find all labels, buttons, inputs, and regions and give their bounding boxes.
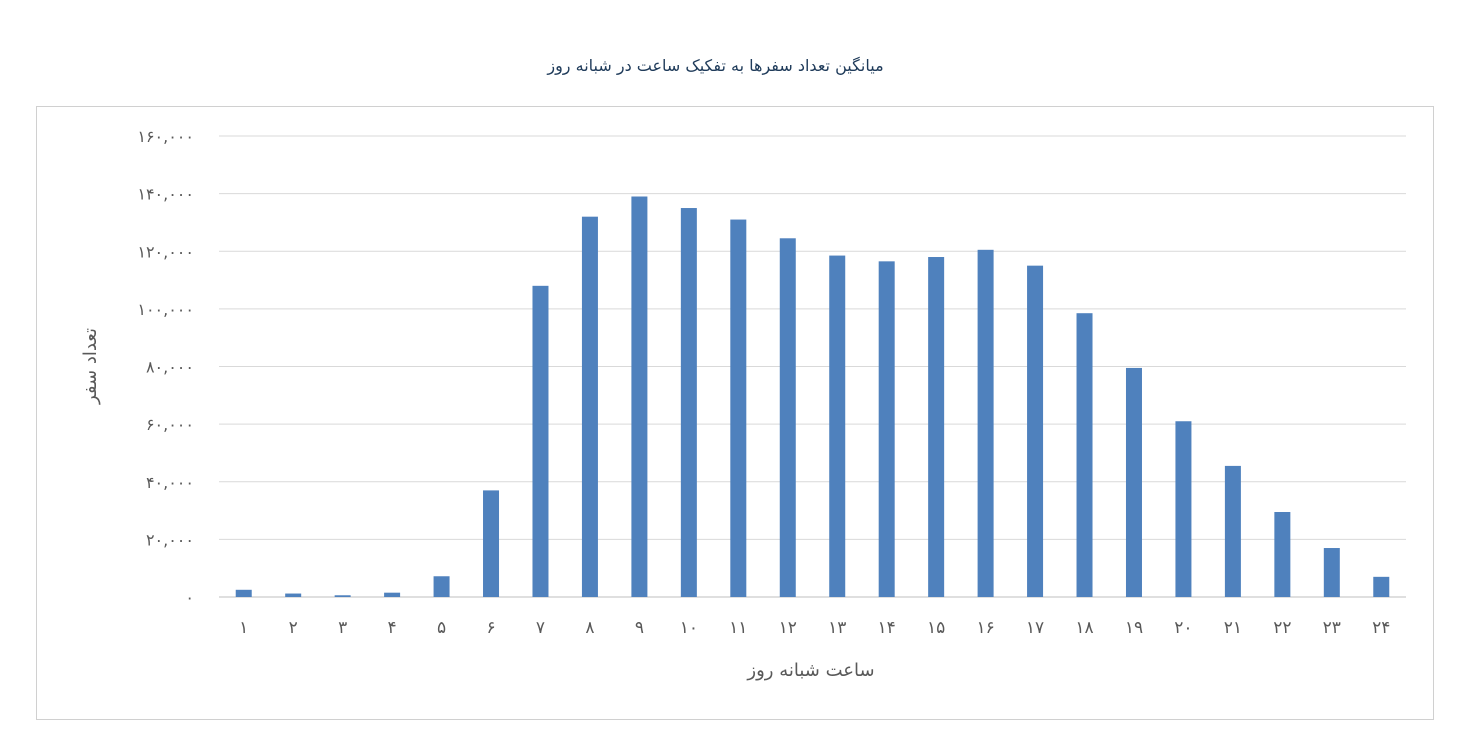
- bar: [1175, 421, 1192, 597]
- bar: [1027, 265, 1044, 597]
- x-tick-label: ۲۳: [1323, 618, 1341, 638]
- bar: [829, 255, 846, 597]
- bar: [1125, 367, 1142, 597]
- x-tick-label: ۱۹: [1125, 618, 1143, 638]
- x-tick-label: ۱۳: [828, 618, 846, 638]
- bar: [1224, 465, 1241, 597]
- y-tick-label: ۰: [185, 588, 194, 607]
- x-tick-label: ۱۱: [729, 618, 747, 638]
- x-tick-label: ۱: [239, 618, 248, 638]
- x-tick-label: ۲۱: [1224, 618, 1242, 638]
- x-tick-label: ۱۰: [680, 618, 698, 638]
- bar: [680, 208, 697, 597]
- y-tick-label: ۲۰,۰۰۰: [146, 530, 194, 549]
- y-tick-label: ۶۰,۰۰۰: [146, 415, 194, 434]
- x-tick-label: ۱۶: [976, 618, 994, 638]
- bar: [1373, 576, 1390, 597]
- y-tick-label: ۴۰,۰۰۰: [146, 473, 194, 492]
- y-tick-label: ۱۰۰,۰۰۰: [137, 300, 194, 319]
- y-tick-labels: ۰ ۲۰,۰۰۰ ۴۰,۰۰۰ ۶۰,۰۰۰ ۸۰,۰۰۰ ۱۰۰,۰۰۰ ۱۲۰,۰۰۰ ۱…: [137, 127, 194, 607]
- x-tick-label: ۸: [585, 618, 594, 638]
- x-tick-label: ۴: [388, 618, 397, 638]
- bar: [977, 249, 994, 597]
- x-tick-label: ۷: [536, 618, 545, 638]
- bar: [384, 592, 401, 597]
- bar: [631, 196, 648, 597]
- y-tick-label: ۱۴۰,۰۰۰: [137, 185, 194, 204]
- x-tick-label: ۲: [289, 618, 298, 638]
- bar: [928, 257, 945, 597]
- bar: [532, 285, 549, 597]
- gridlines: [219, 135, 1406, 598]
- bar: [878, 261, 895, 597]
- chart-title: میانگین تعداد سفرها به تفکیک ساعت در شبا…: [547, 56, 884, 75]
- x-tick-label: ۱۵: [927, 618, 945, 638]
- x-tick-label: ۳: [338, 618, 347, 638]
- y-tick-label: ۱۶۰,۰۰۰: [137, 127, 194, 146]
- bar: [1076, 313, 1093, 597]
- y-axis-label: تعداد سفر: [80, 328, 101, 405]
- bar: [1323, 548, 1340, 597]
- y-tick-label: ۸۰,۰۰۰: [146, 358, 194, 377]
- x-tick-label: ۱۸: [1075, 618, 1093, 638]
- x-tick-label: ۹: [635, 618, 644, 638]
- x-tick-label: ۱۲: [779, 618, 797, 638]
- bar: [581, 216, 598, 598]
- x-tick-labels: ۱ ۲ ۳ ۴ ۵ ۶ ۷ ۸ ۹ ۱۰ ۱۱ ۱۲ ۱۳ ۱۴ ۱۵ ۱۶ ۱۷ ۱۸ ۱۹ ۲۰ ۲۱ ۲۲ ۲۳ ۲۴: [239, 618, 1390, 638]
- bar: [1274, 512, 1291, 597]
- bars: [235, 196, 1390, 598]
- x-tick-label: ۱۷: [1026, 618, 1044, 638]
- bar: [433, 576, 450, 597]
- x-tick-label: ۲۲: [1273, 618, 1291, 638]
- bar: [235, 589, 252, 597]
- bar: [779, 238, 796, 598]
- x-tick-label: ۲۰: [1174, 618, 1192, 638]
- bar: [285, 593, 302, 597]
- x-axis-label: ساعت شبانه روز: [746, 660, 874, 681]
- x-tick-label: ۲۴: [1372, 618, 1390, 638]
- x-tick-label: ۵: [437, 618, 446, 638]
- y-tick-label: ۱۲۰,۰۰۰: [137, 242, 194, 261]
- x-tick-label: ۶: [486, 618, 495, 638]
- bar: [730, 219, 747, 597]
- chart-frame: [36, 106, 1434, 720]
- bar: [334, 595, 351, 597]
- x-tick-label: ۱۴: [878, 618, 896, 638]
- bar: [483, 490, 500, 597]
